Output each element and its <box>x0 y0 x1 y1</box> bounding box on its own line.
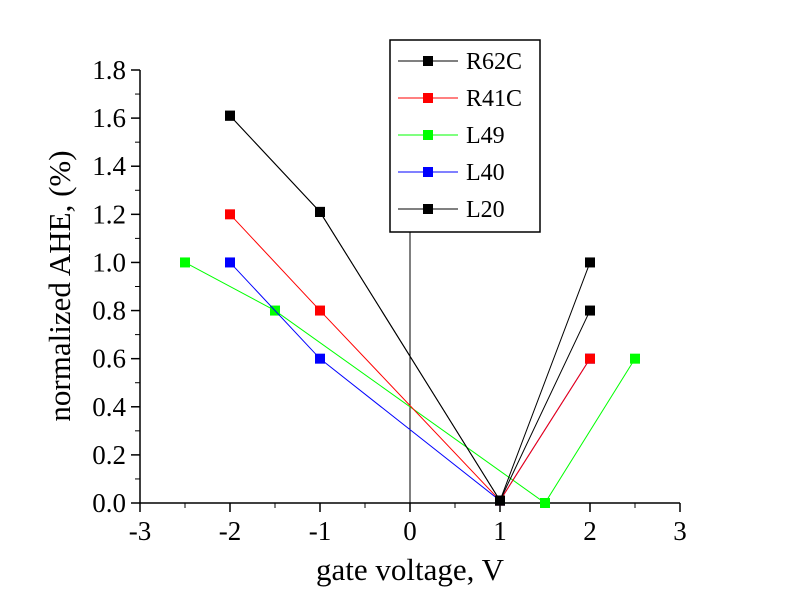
y-tick-label: 1.4 <box>92 151 126 181</box>
series-r62c <box>225 110 595 506</box>
legend-item-r62c: R62C <box>398 49 522 75</box>
y-tick-label: 0.0 <box>92 488 126 518</box>
data-point <box>315 305 325 316</box>
series-line <box>184 262 636 504</box>
x-axis-title: gate voltage, V <box>316 552 505 587</box>
series-line <box>229 115 591 502</box>
legend-item-r41c: R41C <box>398 86 522 112</box>
data-point <box>585 305 595 316</box>
legend-box <box>389 39 541 233</box>
legend: R62C R41C L49 L40 L20 <box>389 39 541 233</box>
legend-swatch-marker <box>423 167 433 177</box>
legend-label: L49 <box>466 123 505 149</box>
x-tick-label: -2 <box>219 516 242 546</box>
y-tick-label: 0.4 <box>92 392 126 422</box>
axes: -3 -2 -1 0 1 2 3 0.0 0.2 0.4 0.6 0.8 1.0 1.2 1.4 1.6 1.8 <box>92 55 687 546</box>
data-point <box>225 257 235 268</box>
data-point <box>315 353 325 364</box>
legend-label: L20 <box>466 197 505 223</box>
legend-label: L40 <box>466 160 505 186</box>
data-point <box>540 498 550 508</box>
x-tick-label: 1 <box>493 516 507 546</box>
y-tick-label: 1.8 <box>92 55 126 85</box>
series-group <box>180 110 640 508</box>
data-point <box>315 206 325 217</box>
legend-swatch-marker <box>423 204 433 214</box>
y-tick-label: 1.6 <box>92 103 126 133</box>
x-tick-label: 3 <box>673 516 687 546</box>
data-point <box>585 353 595 364</box>
data-point <box>225 209 235 220</box>
legend-item-l40: L40 <box>398 160 505 186</box>
series-line <box>229 213 591 502</box>
legend-swatch-marker <box>423 93 433 103</box>
x-tick-label: 0 <box>403 516 417 546</box>
y-tick-label: 1.0 <box>92 247 126 277</box>
legend-swatch-marker <box>423 130 433 140</box>
data-point <box>585 257 595 268</box>
y-tick-label: 1.2 <box>92 199 126 229</box>
data-point <box>630 353 640 364</box>
y-axis-title: normalized AHE, (%) <box>42 150 77 421</box>
data-point <box>180 257 190 268</box>
data-point <box>495 495 505 506</box>
legend-swatch-marker <box>423 56 433 66</box>
legend-item-l20: L20 <box>398 197 505 223</box>
legend-label: R41C <box>466 86 522 112</box>
data-point <box>225 110 235 121</box>
x-tick-label: 2 <box>583 516 597 546</box>
legend-item-l49: L49 <box>398 123 505 149</box>
y-tick-label: 0.8 <box>92 296 126 326</box>
x-tick-label: -3 <box>129 516 152 546</box>
y-tick-label: 0.6 <box>92 344 126 374</box>
y-tick-label: 0.2 <box>92 440 126 470</box>
legend-label: R62C <box>466 49 522 75</box>
x-tick-label: -1 <box>309 516 332 546</box>
